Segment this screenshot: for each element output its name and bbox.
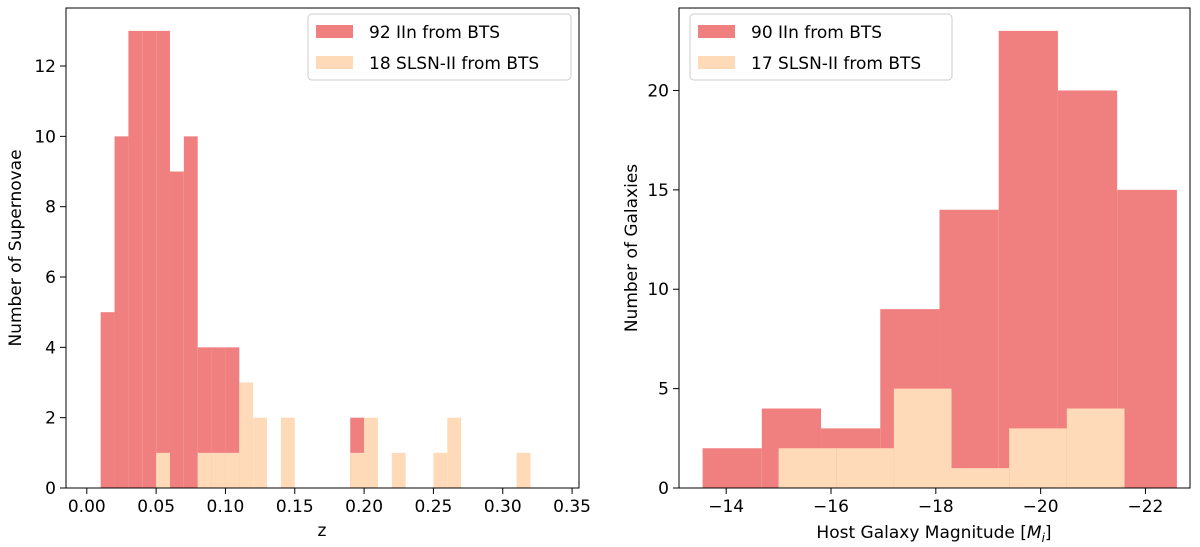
redshift-legend: 92 IIn from BTS 18 SLSN-II from BTS [307, 13, 572, 81]
redshift-bar-series0-bin0 [100, 312, 115, 488]
redshift-bar-series0-bin2 [128, 30, 143, 489]
redshift-y-tick-label: 8 [45, 198, 56, 218]
host-magnitude-y-ticks: 0 5 10 15 20 [647, 81, 679, 499]
host-magnitude-bar-series1-bin4 [1009, 428, 1067, 488]
redshift-bar-series0-bin1 [114, 136, 129, 488]
host-magnitude-y-tick-label: 0 [658, 479, 669, 499]
redshift-y-tick-label: 0 [45, 479, 56, 499]
redshift-legend-swatch-slsn [316, 56, 353, 69]
redshift-x-tick-label: 0.20 [345, 497, 383, 517]
host-magnitude-histogram: −14 −16 −18 −20 −22 0 5 10 15 20 Host Galaxy Mag… [622, 7, 1191, 545]
host-magnitude-bar-series0-bin0 [702, 448, 762, 488]
redshift-axes-frame [65, 7, 580, 489]
redshift-bar-series1-bin0 [156, 452, 170, 488]
redshift-x-tick-label: 0.05 [137, 497, 175, 517]
redshift-x-tick-label: 0.10 [207, 497, 245, 517]
redshift-bar-series1-bin6 [239, 382, 254, 488]
host-magnitude-axes-frame [678, 7, 1191, 489]
redshift-x-tick-label: 0.25 [414, 497, 452, 517]
host-magnitude-x-tick-label: −16 [813, 497, 849, 517]
redshift-histogram: 0.00 0.05 0.10 0.15 0.20 0.25 0.30 0.35 0 2 4 6 8 10… [6, 7, 591, 541]
redshift-y-axis-label: Number of Supernovae [6, 149, 26, 346]
redshift-bar-series1-bin21 [447, 417, 462, 488]
host-magnitude-legend-frame [689, 13, 953, 81]
redshift-bar-series1-bin7 [253, 417, 268, 488]
host-magnitude-y-tick-label: 15 [647, 181, 669, 201]
redshift-x-tick-label: 0.35 [553, 497, 591, 517]
host-magnitude-bar-series1-bin0 [778, 448, 837, 488]
redshift-bar-series0-bin7 [197, 347, 212, 488]
host-magnitude-legend-label-iin: 90 IIn from BTS [751, 23, 882, 43]
host-magnitude-bar-series1-bin1 [836, 448, 894, 488]
redshift-bar-series0-bin8 [211, 347, 226, 488]
redshift-bar-series0-bin4 [156, 30, 170, 489]
redshift-bar-series1-bin9 [280, 417, 295, 488]
host-magnitude-x-ticks: −14 −16 −18 −20 −22 [708, 488, 1163, 517]
host-magnitude-legend-label-slsn: 17 SLSN-II from BTS [751, 54, 921, 74]
redshift-bar-series1-bin17 [391, 452, 406, 488]
host-magnitude-bar-series0-bin5 [998, 30, 1058, 489]
host-magnitude-x-tick-label: −22 [1128, 497, 1164, 517]
redshift-x-tick-label: 0.15 [276, 497, 314, 517]
redshift-bar-series1-bin15 [364, 417, 378, 488]
host-magnitude-legend-swatch-slsn [698, 56, 735, 69]
host-magnitude-y-tick-label: 10 [647, 280, 669, 300]
host-magnitude-y-tick-label: 5 [658, 380, 669, 400]
redshift-bar-series1-bin4 [211, 452, 226, 488]
host-magnitude-x-axis-label: Host Galaxy Magnitude [Mi] [816, 523, 1051, 545]
redshift-x-axis-label: z [318, 521, 327, 541]
host-magnitude-legend-swatch-iin [698, 25, 735, 38]
redshift-y-tick-label: 10 [34, 127, 56, 147]
redshift-bar-series1-bin26 [516, 452, 531, 488]
redshift-legend-swatch-iin [316, 25, 353, 38]
host-magnitude-x-axis-symbol: M [1027, 523, 1042, 543]
redshift-legend-label-slsn: 18 SLSN-II from BTS [369, 54, 539, 74]
redshift-x-tick-label: 0.30 [484, 497, 522, 517]
host-magnitude-bar-series1-bin3 [951, 468, 1010, 488]
host-magnitude-legend: 90 IIn from BTS 17 SLSN-II from BTS [689, 13, 953, 81]
host-magnitude-bar-series1-bin2 [893, 388, 952, 488]
host-magnitude-x-axis-subscript: i [1042, 531, 1046, 545]
host-magnitude-x-tick-label: −20 [1023, 497, 1059, 517]
host-magnitude-y-axis-label: Number of Galaxies [622, 164, 642, 332]
redshift-bars [100, 30, 531, 489]
host-magnitude-x-axis-label-text: Host Galaxy Magnitude [816, 523, 1014, 543]
redshift-x-ticks: 0.00 0.05 0.10 0.15 0.20 0.25 0.30 0.35 [68, 488, 591, 517]
redshift-y-tick-label: 2 [45, 409, 56, 429]
redshift-y-tick-label: 6 [45, 268, 56, 288]
redshift-bar-series1-bin20 [433, 452, 448, 488]
redshift-bar-series0-bin6 [183, 136, 198, 488]
redshift-bar-series1-bin5 [225, 452, 240, 488]
redshift-bar-series0-bin5 [169, 171, 184, 488]
redshift-bar-series0-bin9 [225, 347, 240, 488]
redshift-y-ticks: 0 2 4 6 8 10 12 [34, 57, 66, 499]
host-magnitude-bar-series1-bin5 [1066, 408, 1125, 488]
redshift-y-tick-label: 12 [34, 57, 56, 77]
redshift-bar-series1-bin14 [350, 452, 365, 488]
host-magnitude-x-tick-label: −14 [708, 497, 744, 517]
redshift-y-tick-label: 4 [45, 338, 56, 358]
host-magnitude-bars [702, 30, 1177, 489]
host-magnitude-x-tick-label: −18 [918, 497, 954, 517]
redshift-bar-series0-bin3 [142, 30, 157, 489]
redshift-legend-frame [307, 13, 572, 81]
redshift-bar-series1-bin3 [197, 452, 212, 488]
host-magnitude-y-tick-label: 20 [647, 81, 669, 101]
host-magnitude-bar-series0-bin7 [1117, 189, 1177, 489]
redshift-x-tick-label: 0.00 [68, 497, 106, 517]
redshift-legend-label-iin: 92 IIn from BTS [369, 23, 500, 43]
